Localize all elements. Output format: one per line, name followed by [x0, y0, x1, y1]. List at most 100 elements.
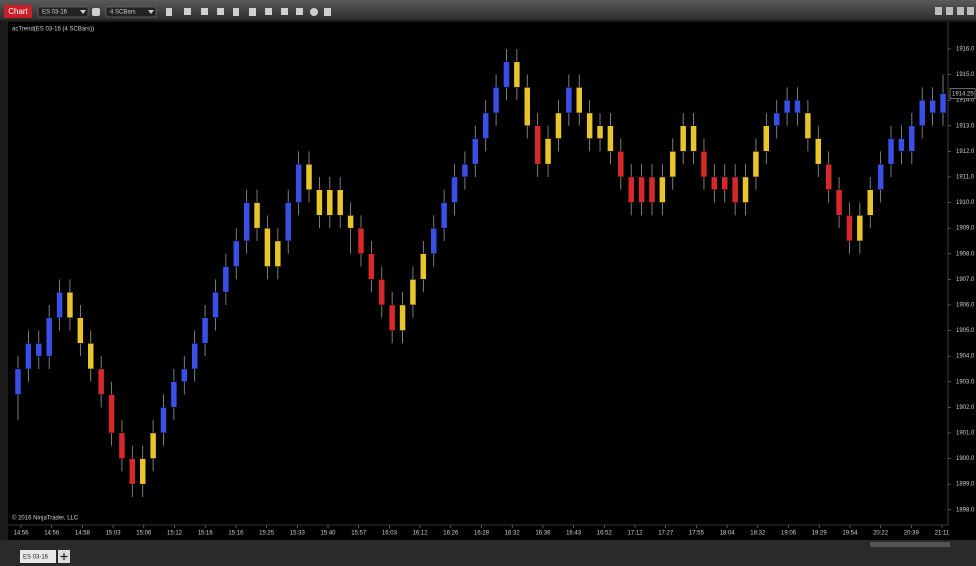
instrument-select[interactable]	[37, 6, 89, 18]
bar-body	[607, 125, 614, 152]
bar-body	[264, 227, 271, 267]
x-tick-label: 16:43	[566, 531, 582, 537]
x-tick-label: 18:04	[720, 531, 736, 537]
chart-tab[interactable]	[4, 5, 32, 18]
x-tick-label: 16:36	[535, 531, 551, 537]
bar-body	[711, 176, 718, 191]
bar-body	[617, 151, 625, 178]
instrument-label: ES 03-16	[42, 10, 68, 16]
bar-body	[815, 138, 822, 165]
x-tick-label: 15:33	[290, 531, 306, 537]
x-tick-label: 16:03	[382, 531, 398, 537]
bar-body	[669, 151, 677, 178]
x-tick-label: 14:56	[44, 531, 60, 537]
bar-body	[825, 163, 832, 191]
bar-body	[129, 458, 136, 485]
y-tick-label: 1911.0	[956, 175, 975, 181]
bar-body	[721, 176, 728, 191]
bar-body	[492, 87, 500, 114]
bar-body	[149, 432, 157, 459]
x-tick-label: 17:27	[658, 531, 674, 537]
x-tick-label: 21:11	[935, 531, 950, 537]
bar-body	[877, 163, 884, 191]
x-tick-label: 15:16	[198, 531, 214, 537]
x-tick-label: 20:22	[873, 531, 889, 537]
bar-body	[212, 291, 219, 319]
bar-body	[482, 112, 489, 139]
bartype-select[interactable]	[105, 6, 157, 18]
bar-body	[783, 99, 791, 114]
bar-body	[731, 176, 739, 203]
y-tick-label: 1904.0	[956, 354, 975, 360]
x-tick-label: 16:26	[443, 531, 459, 537]
y-tick-label: 1901.0	[956, 431, 975, 437]
y-tick-label: 1916.0	[956, 47, 975, 53]
x-tick-label: 19:06	[781, 531, 797, 537]
y-tick-label: 1898.0	[956, 507, 975, 513]
chart-panel	[8, 22, 976, 540]
bar-body	[856, 215, 864, 242]
y-tick-label: 1906.0	[956, 303, 975, 309]
x-tick-label: 15:25	[259, 531, 275, 537]
x-tick-label: 19:29	[812, 531, 828, 537]
bar-body	[388, 304, 396, 331]
bar-body	[513, 61, 521, 88]
plus-icon	[60, 553, 68, 560]
tab-bar	[0, 540, 976, 566]
x-tick-label: 16:52	[597, 531, 613, 537]
bar-body	[586, 112, 593, 139]
bar-body	[544, 138, 552, 165]
bar-body	[243, 202, 250, 242]
indicator-label: acTrend(ES 03-16 (4 SCBars))	[12, 27, 94, 33]
y-tick-label: 1915.0	[956, 72, 975, 78]
bar-body	[253, 202, 261, 229]
bar-body	[461, 163, 469, 178]
bar-body	[316, 189, 323, 216]
x-tick-label: 17:12	[627, 531, 643, 537]
bar-body	[742, 176, 749, 203]
dropdown-arrow	[148, 10, 154, 14]
bar-body	[794, 99, 801, 114]
x-tick-label: 14:58	[75, 531, 91, 537]
bar-body	[773, 112, 780, 127]
bar-body	[534, 125, 541, 165]
toolbar-icons[interactable]	[92, 8, 331, 16]
window-buttons[interactable]	[935, 7, 974, 15]
dropdown-arrow	[80, 10, 86, 14]
bar-body	[430, 227, 437, 255]
bar-body	[835, 189, 843, 216]
x-tick-label: 15:12	[167, 531, 183, 537]
y-tick-label: 1907.0	[956, 277, 975, 283]
bar-body	[222, 266, 230, 293]
bar-body	[347, 215, 354, 229]
x-tick-label: 17:55	[689, 531, 705, 537]
instrument-tab-label: ES 03-16	[23, 555, 49, 561]
bar-body	[399, 304, 406, 331]
bar-body	[357, 227, 365, 255]
bar-body	[451, 176, 458, 203]
y-tick-label: 1908.0	[956, 251, 975, 257]
instrument-tab[interactable]	[20, 550, 56, 563]
bar-body	[939, 93, 947, 114]
bar-body	[160, 407, 167, 434]
bar-body	[763, 125, 770, 152]
x-tick-label: 15:57	[351, 531, 367, 537]
bar-body	[87, 343, 95, 370]
last-price-label: 1914.25	[952, 91, 974, 97]
bar-body	[627, 176, 635, 203]
last-price-box	[949, 88, 976, 100]
toolbar	[0, 0, 976, 20]
chart-tab-label: Chart	[8, 7, 28, 16]
bar-body	[66, 291, 74, 319]
bar-body	[336, 189, 344, 216]
bar-body	[690, 125, 697, 152]
bar-body	[929, 99, 936, 114]
bar-body	[918, 99, 926, 127]
scrollbar[interactable]	[870, 542, 950, 547]
bar-body	[679, 125, 687, 152]
bar-body	[565, 87, 573, 114]
bar-body	[659, 176, 666, 203]
bar-body	[233, 240, 240, 267]
